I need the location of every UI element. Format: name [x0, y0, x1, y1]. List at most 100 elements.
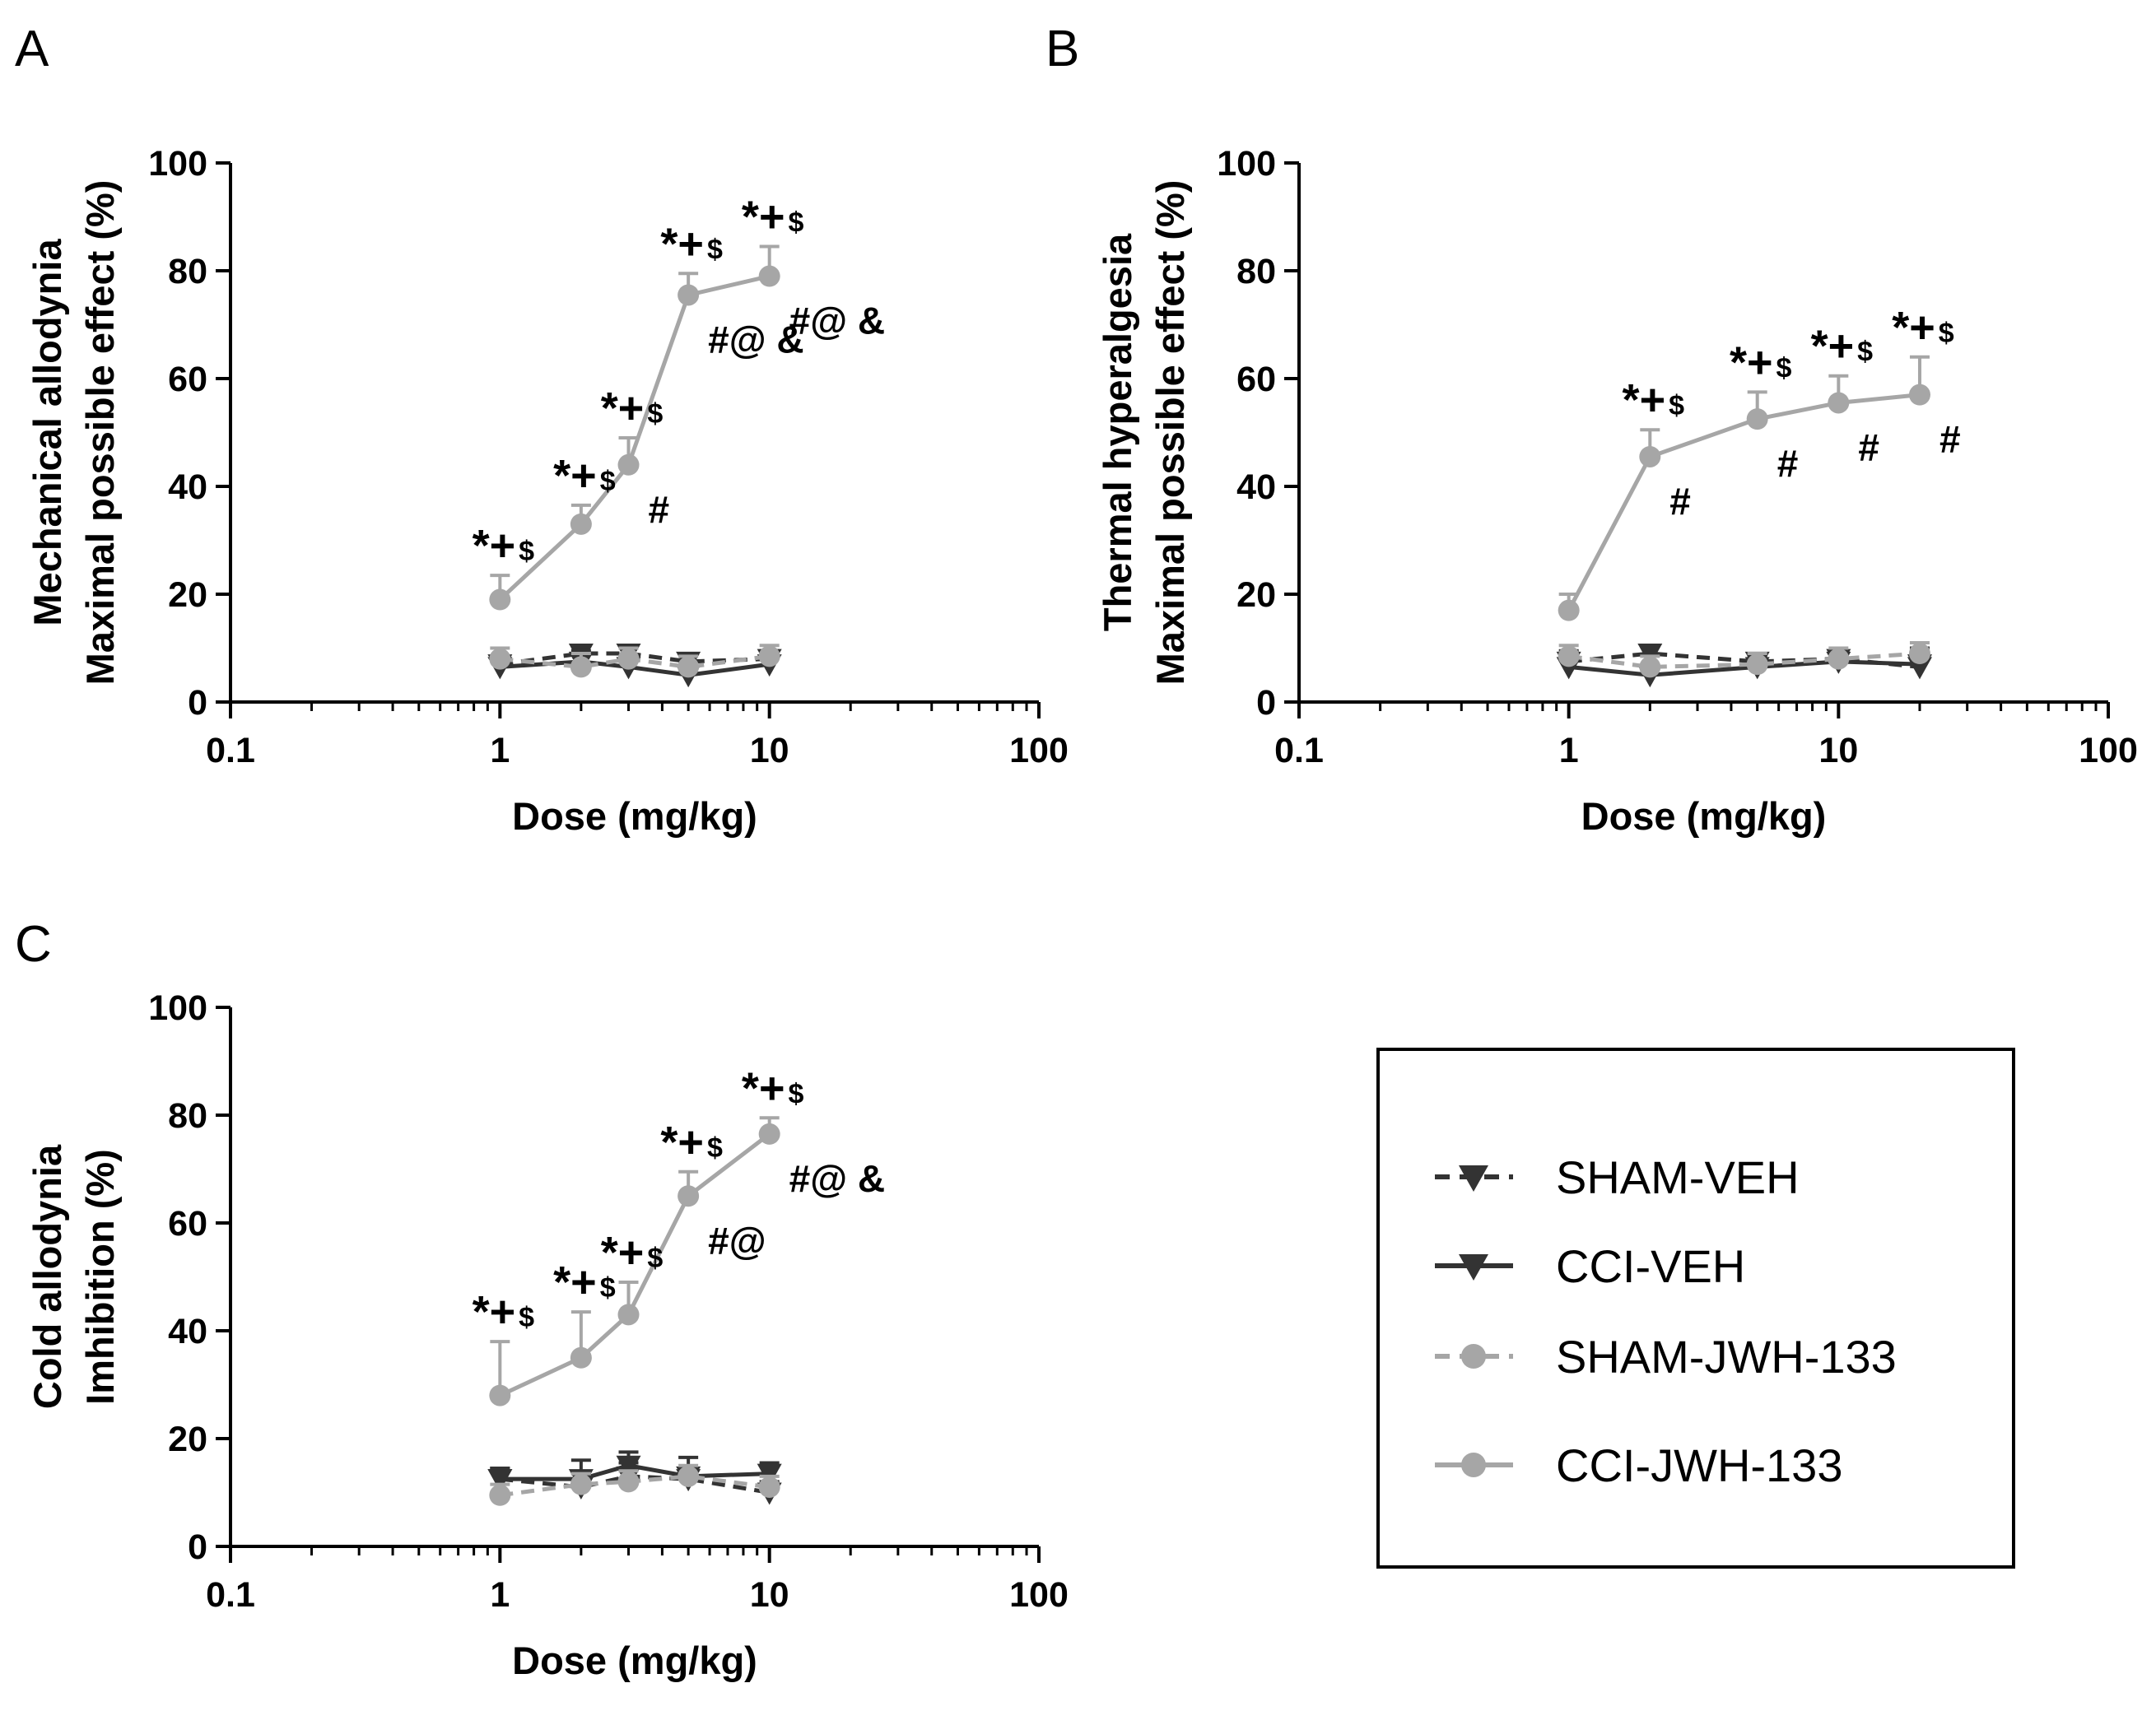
y-tick-label: 60	[168, 1204, 207, 1244]
legend-swatch-marker	[1461, 1344, 1486, 1369]
data-point	[678, 284, 700, 306]
significance-label-below: #	[1669, 480, 1691, 523]
data-point	[1908, 643, 1930, 665]
chart-panel-c: C 0 20 40 60 80 100 0.1 1 10 100 Dose (mg/kg) Cold a…	[15, 916, 1069, 1682]
series-cci-jwh-133	[489, 1116, 780, 1406]
significance-label-below: #@ &	[789, 300, 885, 342]
y-axis-title-line-2: Maximal possible effect (%)	[1148, 180, 1192, 686]
legend-entry: CCI-JWH-133	[1435, 1439, 1842, 1491]
data-point	[616, 1455, 641, 1478]
significance-label-above: *+ $	[601, 384, 664, 433]
y-tick-label: 20	[168, 1420, 207, 1459]
significance-label-above: *+ $	[553, 451, 616, 500]
x-axis-title: Dose (mg/kg)	[1581, 794, 1827, 838]
significance-label-above: *+ $	[553, 1258, 616, 1307]
data-point	[570, 1346, 592, 1369]
panel-letter: B	[1045, 21, 1079, 77]
data-point	[1639, 656, 1661, 678]
x-axis-title: Dose (mg/kg)	[512, 1639, 757, 1682]
chart-panel-b: B 0 20 40 60 80 100 0.1 1 10 100 Dose (mg/kg) Therma…	[1045, 21, 2138, 838]
series-sham-jwh-133	[489, 644, 780, 678]
significance-label-above: *+ $	[742, 193, 804, 242]
data-point	[1558, 599, 1580, 621]
significance-label-below: #@	[708, 1219, 766, 1262]
series-line	[1568, 651, 1921, 669]
series-sham-jwh-133	[489, 1463, 780, 1506]
significance-label-above: *+ $	[742, 1063, 804, 1113]
y-axis-title-line-1: Thermal hyperalgesia	[1096, 233, 1139, 631]
series-line	[1568, 651, 1921, 669]
significance-label-above: *+ $	[1730, 337, 1792, 387]
significance-label-below: #@ &	[708, 318, 803, 360]
legend: SHAM-VEH CCI-VEH SHAM-JWH-133 CCI-JWH-133	[1376, 1048, 2015, 1569]
x-tick-label: 10	[750, 731, 789, 770]
data-point	[487, 1469, 513, 1492]
x-tick-label: 100	[2079, 731, 2138, 770]
y-tick-label: 80	[168, 1096, 207, 1136]
x-tick-label: 0.1	[206, 731, 255, 770]
data-point	[570, 656, 592, 678]
data-point	[678, 1185, 700, 1207]
data-point	[489, 648, 511, 670]
y-axis-title-line-1: Mechanical allodynia	[26, 239, 69, 626]
data-point	[1828, 392, 1850, 414]
y-tick-label: 100	[148, 988, 207, 1028]
data-point	[617, 1304, 640, 1326]
data-point	[758, 1476, 780, 1498]
data-point	[1908, 384, 1930, 406]
panel-letter: A	[15, 21, 49, 77]
data-point	[1558, 645, 1580, 667]
y-tick-label: 80	[1236, 252, 1276, 291]
legend-label: CCI-VEH	[1556, 1240, 1745, 1292]
y-tick-label: 0	[1256, 683, 1276, 723]
data-point	[1639, 445, 1661, 467]
series-sham-jwh-133	[1558, 640, 1930, 678]
data-point	[570, 1473, 592, 1495]
data-point	[758, 645, 780, 667]
significance-label-above: *+ $	[1892, 303, 1954, 352]
x-tick-label: 10	[1818, 731, 1858, 770]
significance-label-below: #	[1858, 425, 1879, 468]
y-tick-label: 60	[1236, 360, 1276, 399]
chart-panel-a: A 0 20 40 60 80 100 0.1 1 10 100 Dose (mg/kg) Mechan…	[15, 21, 1069, 838]
significance-label-above: *+ $	[1623, 375, 1685, 425]
significance-label-above: *+ $	[660, 1118, 723, 1167]
y-tick-label: 0	[188, 1527, 207, 1567]
legend-label: SHAM-JWH-133	[1556, 1331, 1897, 1383]
significance-label-above: *+ $	[473, 521, 535, 570]
y-tick-label: 20	[168, 575, 207, 615]
y-tick-label: 40	[168, 1312, 207, 1351]
legend-entry: SHAM-VEH	[1435, 1151, 1800, 1203]
x-tick-label: 1	[1559, 731, 1579, 770]
data-point	[758, 265, 780, 287]
data-point	[489, 588, 511, 611]
significance-label-above: *+ $	[473, 1287, 535, 1337]
legend-swatch-marker	[1459, 1254, 1488, 1281]
data-point	[678, 1465, 700, 1487]
y-tick-label: 40	[168, 467, 207, 507]
significance-label-above: *+ $	[601, 1228, 664, 1277]
series-cci-veh	[1556, 646, 1932, 688]
significance-label-above: *+ $	[1811, 322, 1874, 371]
x-tick-label: 10	[750, 1575, 789, 1615]
y-tick-label: 40	[1236, 467, 1276, 507]
data-point	[617, 1471, 640, 1493]
y-tick-label: 100	[148, 144, 207, 184]
x-tick-label: 1	[490, 731, 510, 770]
legend-swatch-marker	[1461, 1453, 1486, 1477]
x-tick-label: 1	[490, 1575, 510, 1615]
data-point	[617, 453, 640, 476]
x-tick-label: 0.1	[206, 1575, 255, 1615]
data-point	[489, 1384, 511, 1406]
y-tick-label: 80	[168, 252, 207, 291]
data-point	[617, 648, 640, 670]
data-point	[489, 1484, 511, 1506]
legend-label: CCI-JWH-133	[1556, 1439, 1842, 1491]
data-point	[1746, 408, 1768, 430]
data-point	[570, 513, 592, 535]
y-axis-title-line-2: Imhibition (%)	[78, 1149, 122, 1405]
data-point	[678, 656, 700, 678]
panel-letter: C	[15, 916, 52, 973]
legend-box	[1376, 1048, 2015, 1569]
